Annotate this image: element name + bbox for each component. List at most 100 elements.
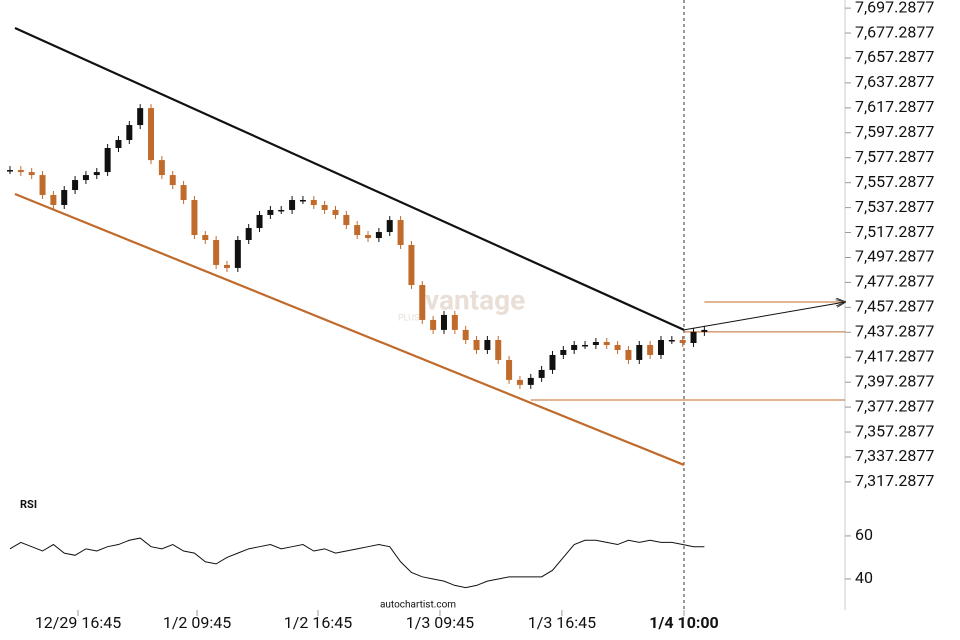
y-tick-label: 7,557.2877 [855, 172, 934, 191]
candle [245, 228, 252, 241]
candle [625, 349, 632, 360]
candle [223, 264, 230, 268]
y-tick-label: 7,697.2877 [855, 0, 934, 16]
candle [430, 319, 437, 330]
y-tick-label: 40 [855, 568, 873, 587]
candle [592, 342, 599, 345]
candle [82, 175, 89, 181]
candle [473, 340, 480, 350]
y-tick-label: 7,577.2877 [855, 147, 934, 166]
candle [61, 190, 68, 205]
candle [278, 209, 285, 212]
y-tick-label: 7,377.2877 [855, 396, 934, 415]
trend-line [14, 192, 685, 466]
candle [267, 209, 274, 215]
y-tick-label: 7,537.2877 [855, 197, 934, 216]
candle [256, 214, 263, 229]
candle [386, 220, 393, 233]
x-tick-label: 12/29 16:45 [35, 613, 121, 632]
x-tick-label: 1/2 16:45 [284, 613, 352, 632]
candle [571, 344, 578, 350]
candle [397, 220, 404, 246]
candle [538, 369, 545, 378]
candle [93, 172, 100, 176]
candle [484, 340, 491, 350]
candle [495, 340, 502, 360]
x-tick-label: 1/3 16:45 [528, 613, 596, 632]
candle [50, 195, 57, 205]
y-tick-label: 7,477.2877 [855, 272, 934, 291]
candle [603, 342, 610, 345]
candle [419, 285, 426, 320]
panel-title: RSI [20, 498, 37, 511]
candle [614, 344, 621, 350]
candle [375, 232, 382, 239]
candle [180, 185, 187, 200]
candle [668, 340, 675, 342]
candle [6, 170, 13, 172]
y-tick-label: 7,637.2877 [855, 72, 934, 91]
candle [582, 344, 589, 347]
y-tick-label: 7,337.2877 [855, 446, 934, 465]
y-tick-label: 7,457.2877 [855, 297, 934, 316]
y-tick-label: 7,397.2877 [855, 371, 934, 390]
candle [657, 340, 664, 355]
candle [234, 240, 241, 268]
watermark: vantage [425, 283, 525, 316]
candle [137, 108, 144, 126]
x-tick-label: 1/3 09:45 [406, 613, 474, 632]
y-tick-label: 7,677.2877 [855, 22, 934, 41]
candle [408, 245, 415, 286]
watermark-sub: PLUS [398, 313, 419, 323]
y-tick-label: 7,597.2877 [855, 122, 934, 141]
candle [115, 140, 122, 148]
y-tick-label: 7,657.2877 [855, 47, 934, 66]
candle [506, 359, 513, 380]
candle [39, 175, 46, 196]
candle [343, 214, 350, 226]
candle [213, 240, 220, 265]
candle [202, 235, 209, 241]
y-tick-label: 60 [855, 525, 873, 544]
candle [354, 225, 361, 236]
candle [310, 199, 317, 205]
candle [28, 172, 35, 176]
candle [148, 108, 155, 161]
candle [679, 340, 686, 344]
rsi-line [9, 537, 705, 589]
candle [72, 180, 79, 191]
credit: autochartist.com [380, 600, 456, 611]
candle [549, 354, 556, 370]
candle [560, 349, 567, 355]
y-tick-label: 7,417.2877 [855, 346, 934, 365]
candle [527, 377, 534, 385]
y-tick-label: 7,617.2877 [855, 97, 934, 116]
candle [636, 344, 643, 360]
y-tick-label: 7,517.2877 [855, 222, 934, 241]
candle [690, 331, 697, 344]
candle [17, 170, 24, 173]
candle [440, 314, 447, 330]
candle [104, 148, 111, 173]
candle [647, 344, 654, 355]
candle [126, 125, 133, 141]
candle [332, 209, 339, 215]
y-tick-label: 7,497.2877 [855, 247, 934, 266]
trend-line [14, 27, 685, 331]
candle [701, 329, 708, 332]
x-tick-label: 1/2 09:45 [163, 613, 231, 632]
candle [158, 160, 165, 176]
candle [321, 204, 328, 210]
candle [516, 379, 523, 385]
candle [191, 199, 198, 236]
candle [365, 235, 372, 239]
y-tick-label: 7,437.2877 [855, 322, 934, 341]
trend-line [683, 302, 845, 331]
candle [451, 314, 458, 330]
candle [299, 199, 306, 202]
x-tick-label: 1/4 10:00 [649, 613, 719, 632]
candle [462, 329, 469, 341]
candle [289, 199, 296, 210]
y-tick-label: 7,317.2877 [855, 471, 934, 490]
